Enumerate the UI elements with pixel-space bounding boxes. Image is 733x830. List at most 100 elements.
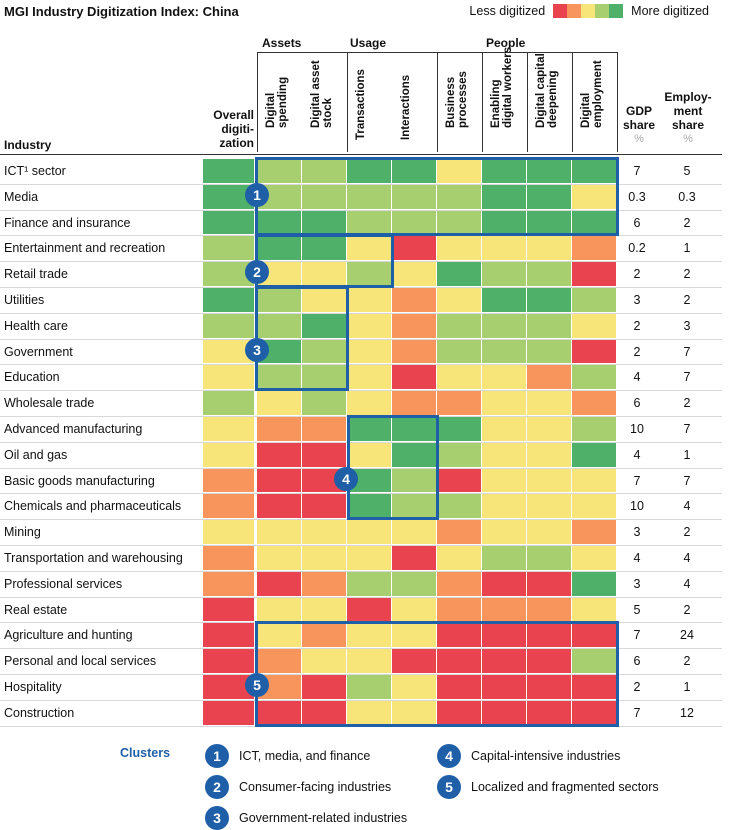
column-header-line: Enabling — [490, 79, 502, 128]
column-header-text: Digital spending — [265, 77, 289, 128]
heatmap-cell — [572, 236, 616, 261]
heatmap-cell — [482, 184, 526, 209]
header-separator — [482, 52, 483, 152]
gdp-share-value: 5 — [633, 602, 641, 617]
gdp-share-value: 7 — [633, 473, 641, 488]
heatmap-cell — [482, 546, 526, 570]
heatmap-cell — [302, 571, 346, 596]
heatmap-cell — [482, 571, 526, 596]
row-divider — [0, 441, 722, 443]
heatmap-cell — [302, 417, 346, 441]
heatmap-cell — [482, 313, 526, 338]
heatmap-cell — [572, 417, 616, 441]
heatmap-cell — [203, 649, 254, 673]
row-divider — [0, 338, 722, 340]
industry-label: Utilities — [4, 293, 45, 307]
heatmap-cell — [392, 184, 436, 209]
heatmap-cell — [302, 288, 346, 312]
heatmap-cell — [437, 494, 481, 519]
row-divider — [0, 467, 722, 469]
heatmap-cell — [203, 546, 254, 570]
cluster-legend-badge: 2 — [205, 775, 229, 799]
gdp-share-value: 6 — [633, 654, 641, 669]
heatmap-cell — [392, 262, 436, 286]
gdp-header-line-1: GDP — [625, 104, 652, 118]
scale-swatch-1 — [553, 4, 568, 18]
heatmap-cell — [257, 649, 301, 673]
cluster-badge-4: 4 — [334, 466, 358, 491]
cluster-badge-1: 1 — [245, 182, 269, 207]
cluster-legend-label: Localized and fragmented sectors — [471, 780, 659, 794]
industry-label: Retail trade — [4, 267, 68, 282]
employment-share-value: 3 — [683, 318, 691, 333]
emp-header-line-1: Employ- — [664, 90, 712, 104]
heatmap-cell — [302, 520, 346, 544]
group-header-assets: Assets — [262, 36, 302, 50]
heatmap-cell — [257, 210, 301, 235]
industry-label: Professional services — [4, 576, 123, 591]
industry-label: Health care — [4, 318, 68, 333]
cluster-outline-2 — [255, 234, 394, 288]
employment-share-value: 2 — [683, 654, 691, 669]
heatmap-cell — [203, 700, 254, 725]
heatmap-cell — [572, 623, 616, 648]
chart-title: MGI Industry Digitization Index: China — [4, 4, 239, 19]
heatmap-cell — [437, 468, 481, 493]
emp-header-unit: % — [683, 133, 693, 145]
heatmap-cell — [572, 288, 616, 312]
scale-swatch-2 — [567, 4, 582, 18]
employment-share-value: 24 — [680, 628, 694, 643]
industry-label: Finance and insurance — [4, 215, 131, 230]
heatmap-cell — [572, 313, 616, 338]
column-header-text: Digital asset stock — [310, 60, 334, 128]
gdp-header-line-2: share — [622, 118, 656, 132]
heatmap-cell — [347, 675, 391, 699]
heatmap-cell — [347, 288, 391, 312]
heatmap-cell — [437, 391, 481, 415]
clusters-legend-title: Clusters — [120, 746, 171, 760]
gdp-share-value: 2 — [633, 318, 641, 333]
row-divider — [0, 648, 722, 650]
cluster-legend-badge: 5 — [437, 775, 461, 799]
employment-share-value: 2 — [683, 525, 691, 540]
heatmap-cell — [392, 520, 436, 544]
heatmap-cell — [203, 288, 254, 312]
cluster-legend-label: ICT, media, and finance — [239, 749, 371, 763]
group-header-people: People — [486, 36, 526, 50]
column-header-line: processes — [457, 71, 469, 128]
heatmap-cell — [203, 675, 254, 699]
heatmap-cell — [392, 236, 436, 261]
emp-header-line-2: ment — [673, 104, 703, 118]
header-separator — [572, 52, 573, 152]
employment-share-value: 1 — [683, 241, 691, 256]
heatmap-cell — [302, 365, 346, 390]
header-separator — [527, 52, 528, 152]
industry-column-header: Industry — [4, 138, 52, 152]
heatmap-cell — [437, 700, 481, 725]
heatmap-cell — [482, 675, 526, 699]
heatmap-cell — [482, 391, 526, 415]
more-digitized-label: More digitized — [631, 4, 709, 18]
gdp-share-value: 6 — [633, 215, 641, 230]
heatmap-cell — [347, 468, 391, 493]
industry-label: Hospitality — [4, 680, 62, 694]
industry-label: Entertainment and recreation — [4, 241, 166, 256]
heatmap-cell — [392, 417, 436, 441]
gdp-share-value: 3 — [633, 576, 641, 591]
heatmap-cell — [203, 571, 254, 596]
employment-share-value: 7 — [683, 473, 691, 488]
header-top-rule — [257, 52, 617, 53]
cluster-legend-item: 4 Capital-intensive industries — [437, 744, 620, 768]
heatmap-cell — [257, 700, 301, 725]
column-header-line: Digital capital — [535, 53, 547, 128]
heatmap-cell — [347, 236, 391, 261]
heatmap-cell — [392, 288, 436, 312]
column-header-line: deepening — [547, 70, 559, 128]
heatmap-cell — [437, 184, 481, 209]
gdp-share-value: 3 — [633, 293, 641, 307]
heatmap-cell — [482, 520, 526, 544]
heatmap-cell — [437, 365, 481, 390]
heatmap-cell — [302, 649, 346, 673]
heatmap-cell — [572, 546, 616, 570]
heatmap-cell — [572, 520, 616, 544]
